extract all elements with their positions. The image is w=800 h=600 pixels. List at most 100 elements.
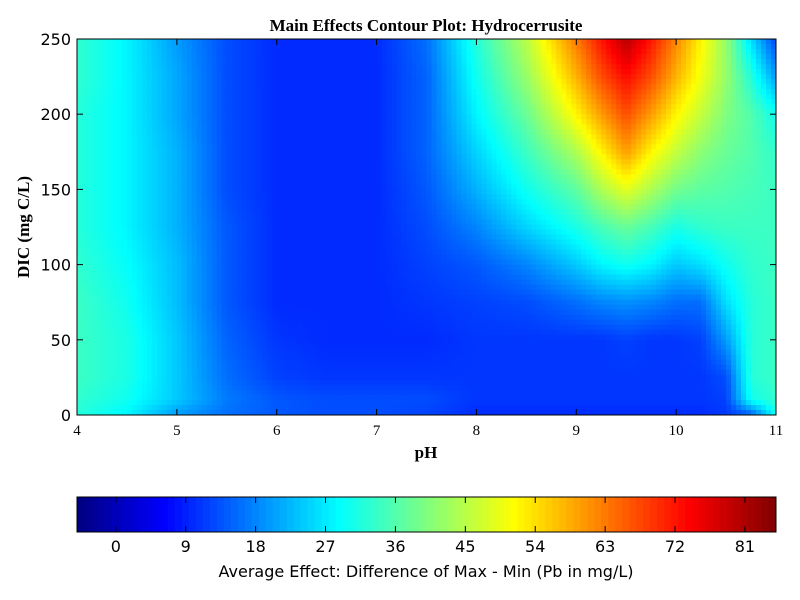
contour-cell: [291, 404, 298, 411]
contour-cell: [301, 194, 308, 201]
contour-cell: [331, 369, 338, 376]
contour-cell: [156, 114, 163, 120]
contour-cell: [126, 174, 133, 180]
contour-cell: [366, 309, 373, 316]
contour-cell: [341, 274, 348, 281]
contour-cell: [196, 154, 203, 160]
contour-cell: [141, 84, 148, 90]
contour-cell: [77, 199, 83, 206]
contour-cell: [341, 264, 348, 271]
contour-cell: [236, 199, 243, 206]
contour-cell: [261, 264, 268, 271]
contour-cell: [141, 399, 148, 406]
contour-cell: [121, 159, 128, 165]
contour-cell: [77, 379, 83, 386]
contour-cell: [356, 179, 363, 185]
contour-cell: [176, 129, 183, 135]
contour-cell: [261, 224, 268, 231]
contour-cell: [306, 54, 313, 60]
contour-cell: [246, 149, 253, 155]
contour-cell: [251, 389, 258, 396]
contour-cell: [321, 394, 328, 401]
contour-cell: [331, 169, 338, 175]
contour-cell: [126, 99, 133, 105]
contour-cell: [91, 164, 98, 170]
contour-cell: [286, 409, 293, 415]
contour-cell: [131, 319, 138, 326]
contour-cell: [391, 334, 398, 341]
contour-cell: [151, 319, 158, 326]
contour-cell: [406, 164, 413, 170]
contour-cell: [161, 329, 168, 336]
contour-cell: [201, 149, 208, 155]
contour-cell: [326, 399, 333, 406]
contour-cell: [331, 234, 338, 241]
contour-cell: [171, 359, 178, 366]
contour-cell: [376, 174, 383, 180]
contour-cell: [366, 329, 373, 336]
contour-cell: [121, 69, 128, 75]
contour-cell: [106, 189, 113, 196]
contour-cell: [231, 109, 238, 115]
contour-cell: [336, 189, 343, 196]
contour-cell: [121, 234, 128, 241]
contour-cell: [386, 399, 393, 406]
contour-cell: [371, 269, 378, 276]
contour-cell: [136, 134, 143, 140]
contour-cell: [151, 289, 158, 296]
contour-cell: [106, 364, 113, 371]
contour-cell: [311, 154, 318, 160]
contour-cell: [106, 254, 113, 261]
contour-cell: [311, 239, 318, 246]
contour-cell: [136, 74, 143, 80]
contour-cell: [186, 254, 193, 261]
contour-cell: [361, 189, 368, 196]
contour-cell: [386, 239, 393, 246]
contour-cell: [116, 244, 123, 251]
contour-cell: [261, 199, 268, 206]
contour-cell: [126, 209, 133, 216]
contour-cell: [271, 294, 278, 301]
contour-cell: [326, 359, 333, 366]
contour-cell: [181, 359, 188, 366]
contour-cell: [251, 139, 258, 145]
contour-cell: [386, 389, 393, 396]
contour-cell: [101, 299, 108, 306]
contour-cell: [361, 409, 368, 415]
contour-cell: [211, 269, 218, 276]
contour-cell: [331, 319, 338, 326]
contour-cell: [306, 159, 313, 165]
contour-cell: [301, 84, 308, 90]
contour-cell: [96, 314, 103, 321]
contour-cell: [81, 99, 88, 105]
contour-cell: [126, 184, 133, 190]
contour-cell: [386, 304, 393, 311]
contour-cell: [131, 189, 138, 196]
contour-cell: [161, 44, 168, 50]
contour-cell: [306, 354, 313, 361]
contour-cell: [361, 184, 368, 190]
contour-cell: [171, 239, 178, 246]
contour-cell: [141, 149, 148, 155]
contour-cell: [226, 329, 233, 336]
contour-cell: [366, 249, 373, 256]
contour-cell: [396, 99, 403, 105]
contour-cell: [321, 94, 328, 100]
contour-cell: [311, 249, 318, 256]
contour-cell: [401, 299, 408, 306]
contour-cell: [136, 289, 143, 296]
contour-cell: [151, 69, 158, 75]
contour-cell: [271, 314, 278, 321]
contour-cell: [131, 399, 138, 406]
contour-cell: [351, 224, 358, 231]
contour-cell: [346, 134, 353, 140]
contour-cell: [386, 369, 393, 376]
contour-cell: [251, 164, 258, 170]
contour-cell: [196, 384, 203, 391]
contour-cell: [226, 164, 233, 170]
contour-cell: [141, 104, 148, 110]
contour-cell: [326, 244, 333, 251]
contour-cell: [351, 69, 358, 75]
contour-cell: [371, 304, 378, 311]
contour-cell: [111, 259, 118, 266]
